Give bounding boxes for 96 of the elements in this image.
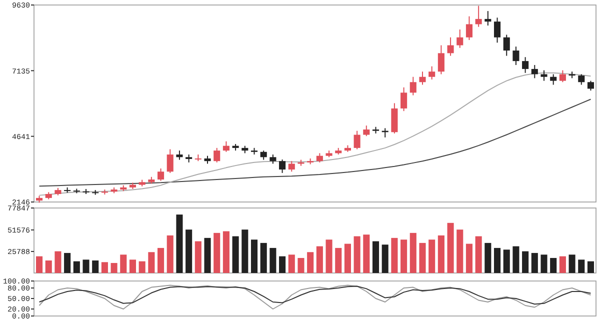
candlestick <box>540 70 548 82</box>
candlestick <box>391 102 398 134</box>
line-series <box>38 284 592 310</box>
candlestick <box>447 36 454 56</box>
bar <box>484 242 492 273</box>
bar <box>45 260 52 273</box>
bar <box>578 260 585 273</box>
bar <box>550 258 557 273</box>
candlestick <box>503 34 510 56</box>
bar <box>270 248 276 273</box>
bar <box>242 230 248 273</box>
bar <box>410 232 416 273</box>
candlestick <box>550 74 557 86</box>
bar <box>148 252 155 273</box>
bar <box>204 238 211 273</box>
bar <box>36 256 43 273</box>
candlestick <box>354 130 360 150</box>
candlestick <box>166 148 174 174</box>
bar <box>354 236 360 273</box>
bar <box>438 235 444 273</box>
bar <box>428 240 436 273</box>
candlestick <box>578 74 585 86</box>
bar <box>166 235 174 273</box>
bar <box>344 244 351 273</box>
bar <box>475 236 482 273</box>
candlestick <box>559 70 566 83</box>
candlestick <box>222 140 230 152</box>
bar <box>307 252 314 273</box>
candlestick <box>176 150 183 160</box>
bar <box>363 234 370 273</box>
bar <box>73 261 80 273</box>
bar <box>326 240 332 273</box>
candlestick <box>428 66 436 80</box>
candlestick <box>158 168 164 182</box>
candlestick <box>512 46 520 66</box>
bar <box>158 248 164 273</box>
bar <box>222 231 230 273</box>
candlestick <box>400 86 408 112</box>
bar <box>298 258 304 273</box>
bar <box>400 240 408 273</box>
bar <box>382 244 388 273</box>
bar <box>522 251 529 273</box>
candlestick <box>466 16 472 41</box>
bar <box>64 252 71 273</box>
line-series <box>38 98 592 187</box>
candlestick <box>475 5 482 28</box>
bar <box>335 248 342 273</box>
bar <box>82 260 90 273</box>
bar <box>279 256 286 273</box>
bar <box>110 262 118 273</box>
candlestick <box>214 147 220 163</box>
candlestick <box>438 44 444 75</box>
bar <box>559 256 566 273</box>
bar <box>391 238 398 273</box>
bar <box>503 250 510 273</box>
candlestick <box>587 80 594 92</box>
bar <box>120 254 127 273</box>
candlestick <box>363 125 370 137</box>
candlestick <box>456 28 464 48</box>
bar <box>531 252 538 273</box>
candlestick <box>410 76 416 96</box>
bar <box>92 260 99 273</box>
candlestick <box>279 159 286 174</box>
bar <box>540 254 548 273</box>
bar <box>250 240 258 273</box>
candlestick <box>270 154 276 164</box>
line-series <box>38 286 592 305</box>
bar <box>568 254 576 273</box>
bar <box>176 214 183 273</box>
bar <box>138 261 146 273</box>
candlestick <box>260 150 267 160</box>
bar <box>316 246 323 273</box>
candlestick <box>484 10 492 26</box>
bar <box>419 242 426 273</box>
bar <box>214 232 220 273</box>
bar <box>288 254 295 273</box>
candlestick <box>288 160 295 172</box>
bar <box>447 222 454 273</box>
candlestick <box>316 152 323 163</box>
bar <box>456 230 464 273</box>
bar <box>466 244 472 273</box>
bar <box>260 242 267 273</box>
bar <box>129 260 136 273</box>
bar <box>232 236 239 273</box>
bar <box>587 261 594 273</box>
bar <box>512 246 520 273</box>
bar <box>54 251 62 273</box>
candlestick <box>531 64 538 79</box>
bar <box>186 230 192 273</box>
bar <box>194 241 202 273</box>
candlestick <box>419 71 426 86</box>
candlestick <box>522 56 529 74</box>
bar <box>494 248 501 273</box>
candlestick <box>494 17 501 44</box>
bar <box>372 241 380 273</box>
bar <box>101 262 108 273</box>
